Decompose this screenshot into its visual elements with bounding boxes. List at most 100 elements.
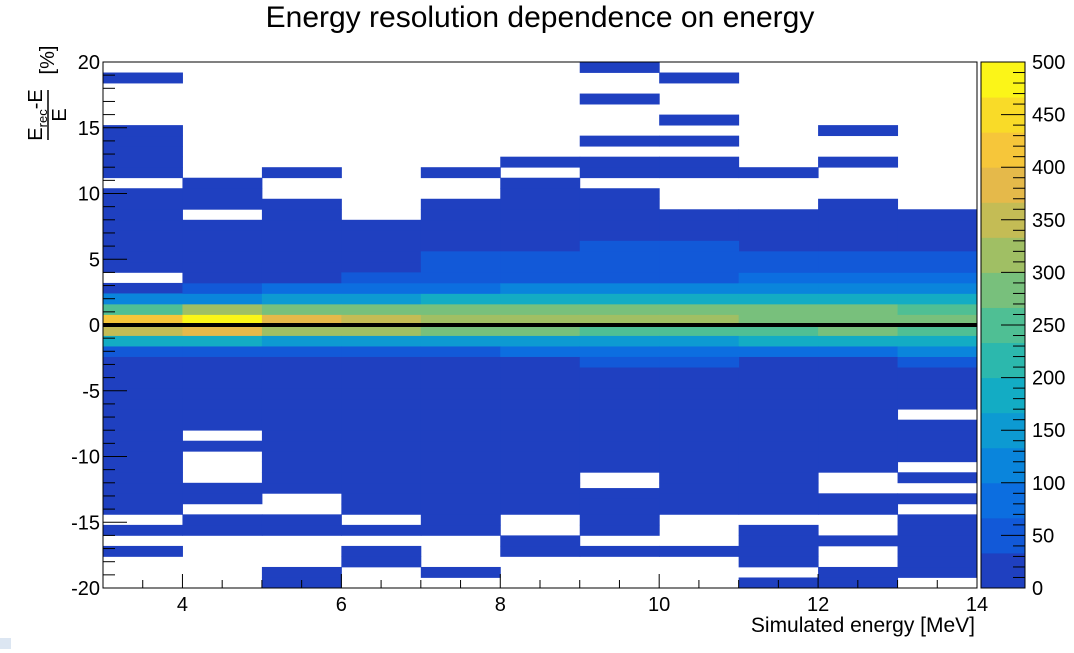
heatmap-cell xyxy=(341,219,422,231)
heatmap-cell xyxy=(818,314,899,326)
heatmap-cell xyxy=(182,524,263,536)
heatmap-cell xyxy=(103,524,183,536)
heatmap-cell xyxy=(579,545,660,557)
heatmap-cell xyxy=(182,325,263,336)
heatmap-cell xyxy=(738,440,819,452)
heatmap-cell xyxy=(420,472,501,484)
heatmap-cell xyxy=(500,545,581,557)
heatmap-cell xyxy=(500,261,581,273)
heatmap-cell xyxy=(659,167,740,179)
heatmap-cell xyxy=(182,419,263,431)
heatmap-cell xyxy=(818,209,899,221)
heatmap-cells xyxy=(103,62,978,589)
heatmap-cell xyxy=(897,367,978,378)
heatmap-cell xyxy=(897,219,978,231)
heatmap-cell xyxy=(579,430,660,442)
heatmap-cell xyxy=(500,198,581,210)
heatmap-cell xyxy=(500,409,581,421)
heatmap-cell xyxy=(738,303,819,315)
heatmap-cell xyxy=(738,556,819,568)
heatmap-cell xyxy=(818,325,899,336)
heatmap-cell xyxy=(738,430,819,442)
y-tick-label: 5 xyxy=(89,249,100,271)
y-axis-label: Erec-E E [%] xyxy=(25,46,71,141)
colorbar-tick-label: 250 xyxy=(1032,315,1065,337)
heatmap-cell xyxy=(659,293,740,305)
heatmap-cell xyxy=(659,72,740,84)
heatmap-cell xyxy=(738,503,819,515)
colorbar-tick-label: 50 xyxy=(1032,525,1054,547)
heatmap-cell xyxy=(500,472,581,484)
heatmap-cell xyxy=(341,398,422,410)
heatmap-cell xyxy=(897,303,978,315)
heatmap-cell xyxy=(103,388,183,400)
heatmap-cell xyxy=(659,398,740,410)
heatmap-cell xyxy=(103,209,183,221)
heatmap-cell xyxy=(579,488,660,499)
heatmap-cell xyxy=(738,293,819,305)
heatmap-cell xyxy=(818,430,899,442)
heatmap-cell xyxy=(341,419,422,431)
heatmap-cell xyxy=(579,230,660,242)
colorbar-band xyxy=(981,552,1025,589)
colorbar-tick-label: 100 xyxy=(1032,473,1065,495)
colorbar-band xyxy=(981,377,1025,414)
heatmap-cell xyxy=(897,314,978,326)
heatmap-cell xyxy=(738,209,819,221)
heatmap-cell xyxy=(818,198,899,210)
heatmap-cell xyxy=(579,167,660,179)
heatmap-cell xyxy=(659,461,740,473)
heatmap-cell xyxy=(341,472,422,484)
heatmap-cell xyxy=(659,135,740,147)
heatmap-cell xyxy=(103,346,183,357)
heatmap-cell xyxy=(182,293,263,305)
heatmap-cell xyxy=(420,440,501,452)
heatmap-cell xyxy=(420,314,501,326)
y-label-unit: [%] xyxy=(37,46,59,75)
heatmap-cell xyxy=(103,325,183,336)
heatmap-cell xyxy=(818,566,899,578)
heatmap-cell xyxy=(103,451,183,463)
heatmap-cell xyxy=(182,493,263,505)
heatmap-cell xyxy=(261,251,342,263)
x-axis: 4 6 8 10 12 14 xyxy=(102,574,988,616)
heatmap-cell xyxy=(659,440,740,452)
heatmap-cell xyxy=(500,503,581,515)
colorbar-tick-label: 350 xyxy=(1032,210,1065,232)
heatmap-cell xyxy=(341,388,422,400)
heatmap-cell xyxy=(103,198,183,210)
heatmap-cell xyxy=(897,419,978,431)
heatmap-cell xyxy=(182,230,263,242)
heatmap-cell xyxy=(341,282,422,294)
heatmap-cell xyxy=(103,240,183,252)
colorbar-band xyxy=(981,342,1025,379)
heatmap-cell xyxy=(420,240,501,252)
y-tick-label: 0 xyxy=(89,315,100,337)
heatmap-cell xyxy=(500,325,581,336)
heatmap-cell xyxy=(341,556,422,568)
heatmap-cell xyxy=(818,303,899,315)
heatmap-cell xyxy=(897,251,978,263)
heatmap-cell xyxy=(103,230,183,242)
heatmap-cell xyxy=(897,524,978,536)
heatmap-cell xyxy=(182,272,263,284)
heatmap-cell xyxy=(103,356,183,368)
heatmap-cell xyxy=(818,503,899,515)
heatmap-cell xyxy=(579,251,660,263)
heatmap-cell xyxy=(341,451,422,463)
heatmap-cell xyxy=(659,545,740,557)
heatmap-cell xyxy=(897,493,978,505)
heatmap-cell xyxy=(341,461,422,473)
heatmap-cell xyxy=(500,419,581,431)
heatmap-cell xyxy=(103,545,183,557)
heatmap-cell xyxy=(500,535,581,547)
heatmap-cell xyxy=(500,482,581,494)
colorbar-band xyxy=(981,482,1025,519)
heatmap-cell xyxy=(420,377,501,389)
heatmap-cell xyxy=(182,198,263,210)
heatmap-cell xyxy=(103,167,183,179)
heatmap-cell xyxy=(341,272,422,284)
heatmap-cell xyxy=(579,219,660,231)
heatmap-cell xyxy=(420,198,501,210)
